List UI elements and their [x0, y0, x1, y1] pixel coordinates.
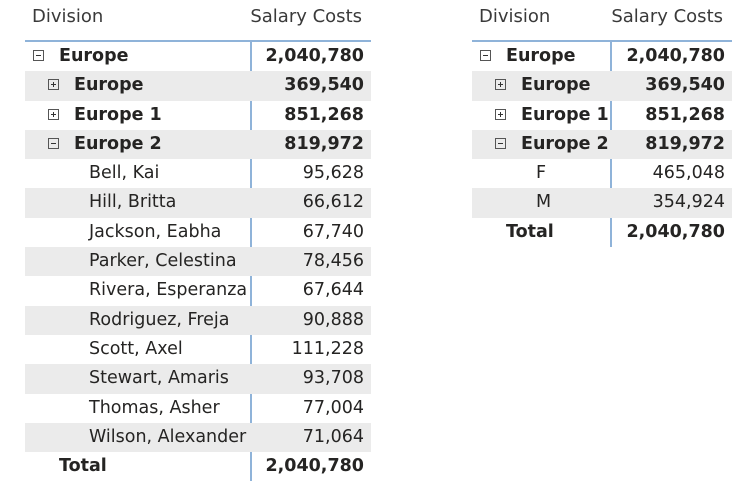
total-label: Total — [59, 456, 107, 477]
row-value: 465,048 — [652, 163, 725, 184]
matrix-row-europe-root: Europe 2,040,780 — [25, 42, 371, 71]
matrix-division-gender: Division Salary Costs Europe 2,040,780 E… — [472, 0, 732, 248]
row-label: Europe 2 — [521, 133, 609, 154]
matrix-body: Europe 2,040,780 Europe 369,540 Europe 1… — [25, 40, 371, 482]
matrix-row-europe-1: Europe 1 851,268 — [25, 101, 371, 130]
matrix-row-employee: Jackson, Eabha 67,740 — [25, 218, 371, 247]
row-label: Hill, Britta — [89, 192, 177, 213]
collapse-icon[interactable] — [495, 137, 506, 149]
row-label: Europe — [74, 75, 144, 96]
column-header-salary-costs[interactable]: Salary Costs — [611, 6, 723, 27]
expand-icon[interactable] — [48, 108, 59, 120]
row-label: Europe 2 — [74, 133, 162, 154]
row-value: 95,628 — [302, 163, 364, 184]
matrix-row-employee: Hill, Britta 66,612 — [25, 188, 371, 218]
matrix-total-row: Total 2,040,780 — [472, 218, 732, 247]
row-label: Europe — [506, 46, 576, 66]
matrix-body: Europe 2,040,780 Europe 369,540 Europe 1… — [472, 40, 732, 248]
total-label: Total — [506, 221, 554, 242]
matrix-division-employee: Division Salary Costs Europe 2,040,780 E… — [25, 0, 371, 482]
column-header-division[interactable]: Division — [32, 6, 104, 27]
row-value: 819,972 — [645, 133, 725, 154]
matrix-row-employee: Thomas, Asher 77,004 — [25, 394, 371, 423]
expand-icon[interactable] — [495, 108, 506, 120]
row-value: 369,540 — [284, 75, 364, 96]
column-header-salary-costs[interactable]: Salary Costs — [250, 6, 362, 27]
row-value: 66,612 — [302, 192, 364, 213]
matrix-row-europe-1: Europe 1 851,268 — [472, 101, 732, 130]
matrix-row-europe-2: Europe 2 819,972 — [25, 129, 371, 160]
row-value: 851,268 — [645, 104, 725, 125]
matrix-row-gender-f: F 465,048 — [472, 159, 732, 188]
matrix-row-employee: Stewart, Amaris 93,708 — [25, 364, 371, 394]
row-label: Europe — [521, 75, 591, 96]
matrix-row-employee: Rivera, Esperanza 67,644 — [25, 276, 371, 305]
matrix-row-employee: Bell, Kai 95,628 — [25, 159, 371, 188]
matrix-row-europe: Europe 369,540 — [25, 71, 371, 101]
matrix-row-gender-m: M 354,924 — [472, 188, 732, 218]
matrix-row-employee: Rodriguez, Freja 90,888 — [25, 305, 371, 335]
row-label: F — [536, 163, 547, 184]
row-label: Europe 1 — [521, 104, 609, 125]
row-value: 67,644 — [302, 280, 364, 301]
row-value: 77,004 — [302, 397, 364, 418]
column-header-division[interactable]: Division — [479, 6, 551, 27]
row-value: 67,740 — [302, 221, 364, 242]
row-label: Jackson, Eabha — [89, 221, 222, 242]
row-label: Rivera, Esperanza — [89, 280, 248, 301]
row-value: 354,924 — [652, 192, 725, 213]
total-value: 2,040,780 — [265, 456, 364, 477]
row-value: 369,540 — [645, 75, 725, 96]
matrix-row-europe: Europe 369,540 — [472, 71, 732, 101]
row-label: Parker, Celestina — [89, 251, 237, 272]
matrix-header: Division Salary Costs — [472, 0, 732, 40]
row-value: 71,064 — [302, 426, 364, 447]
matrix-row-employee: Parker, Celestina 78,456 — [25, 247, 371, 277]
collapse-icon[interactable] — [480, 50, 491, 61]
collapse-icon[interactable] — [33, 50, 44, 61]
collapse-icon[interactable] — [48, 137, 59, 149]
matrix-total-row: Total 2,040,780 — [25, 452, 371, 481]
row-label: M — [536, 192, 552, 213]
matrix-row-employee: Wilson, Alexander 71,064 — [25, 422, 371, 453]
row-label: Wilson, Alexander — [89, 426, 247, 447]
row-value: 90,888 — [302, 309, 364, 330]
row-label: Rodriguez, Freja — [89, 309, 230, 330]
row-value: 2,040,780 — [265, 46, 364, 66]
expand-icon[interactable] — [48, 79, 59, 91]
matrix-row-europe-root: Europe 2,040,780 — [472, 42, 732, 71]
row-value: 2,040,780 — [626, 46, 725, 66]
row-value: 819,972 — [284, 133, 364, 154]
row-label: Stewart, Amaris — [89, 368, 229, 389]
row-value: 93,708 — [302, 368, 364, 389]
expand-icon[interactable] — [495, 79, 506, 91]
total-value: 2,040,780 — [626, 221, 725, 242]
row-value: 111,228 — [291, 338, 364, 359]
row-value: 78,456 — [302, 251, 364, 272]
row-label: Thomas, Asher — [89, 397, 220, 418]
row-value: 851,268 — [284, 104, 364, 125]
matrix-header: Division Salary Costs — [25, 0, 371, 40]
row-label: Europe — [59, 46, 129, 66]
row-label: Bell, Kai — [89, 163, 160, 184]
matrix-row-europe-2: Europe 2 819,972 — [472, 129, 732, 160]
row-label: Scott, Axel — [89, 338, 183, 359]
row-label: Europe 1 — [74, 104, 162, 125]
matrix-row-employee: Scott, Axel 111,228 — [25, 335, 371, 364]
